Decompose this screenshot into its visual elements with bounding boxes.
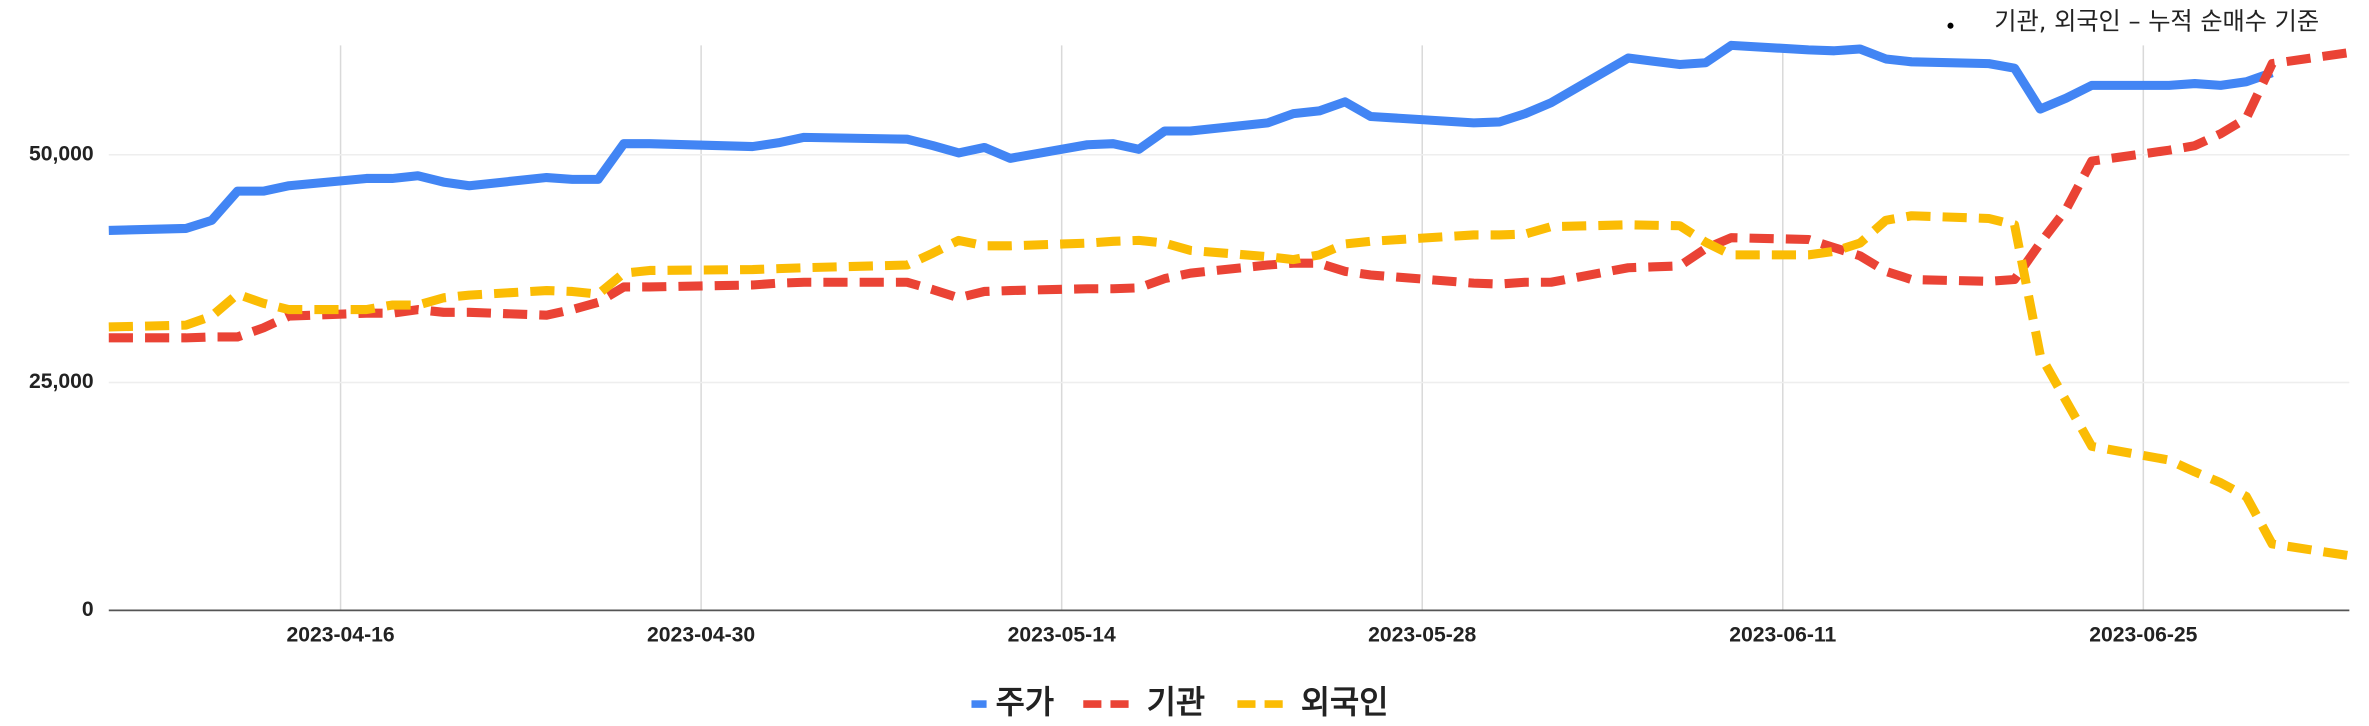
x-tick-label: 2023-04-16 (286, 624, 394, 647)
x-tick-label: 2023-06-11 (1729, 624, 1836, 647)
x-tick-label: 2023-05-14 (1008, 624, 1116, 647)
bullet (1947, 22, 1954, 29)
line-series (108, 48, 2351, 343)
annotation: 기관, 외국인 – 누적 순매수 기준 (1994, 8, 2319, 36)
x-tick-label: 2023-04-30 (647, 624, 755, 647)
x-tick-label: 2023-05-28 (1368, 624, 1476, 647)
legend-label: 기관 (1147, 685, 1205, 721)
y-tick-label: 25,000 (29, 370, 94, 393)
legend-label: 주가 (996, 685, 1054, 721)
x-tick-label: 2023-06-25 (2089, 624, 2197, 647)
legend-label: 외국인 (1301, 685, 1389, 721)
line-series (108, 40, 2274, 235)
y-tick-label: 50,000 (29, 142, 94, 165)
line-series (108, 211, 2351, 561)
y-tick-label: 0 (82, 598, 94, 621)
